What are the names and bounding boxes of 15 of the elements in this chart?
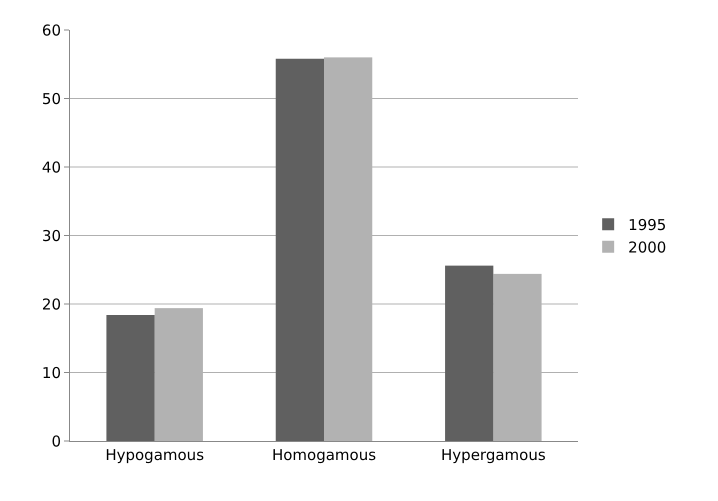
y-tick-label: 40: [42, 158, 61, 176]
y-tick-label: 60: [42, 21, 61, 40]
bar: [276, 58, 324, 441]
x-tick-label: Hypogamous: [105, 446, 204, 464]
legend-label: 1995: [628, 216, 666, 234]
x-tick-label: Hypergamous: [441, 446, 546, 464]
bar: [106, 314, 155, 441]
y-tick-label: 30: [42, 226, 61, 245]
y-tick-label: 10: [42, 364, 61, 382]
legend-label: 2000: [628, 238, 666, 257]
bar: [445, 266, 494, 441]
x-tick-label: Homogamous: [272, 446, 376, 464]
y-tick-label: 50: [42, 90, 61, 108]
y-tick-label: 0: [51, 432, 61, 450]
y-tick-label: 20: [42, 295, 61, 314]
